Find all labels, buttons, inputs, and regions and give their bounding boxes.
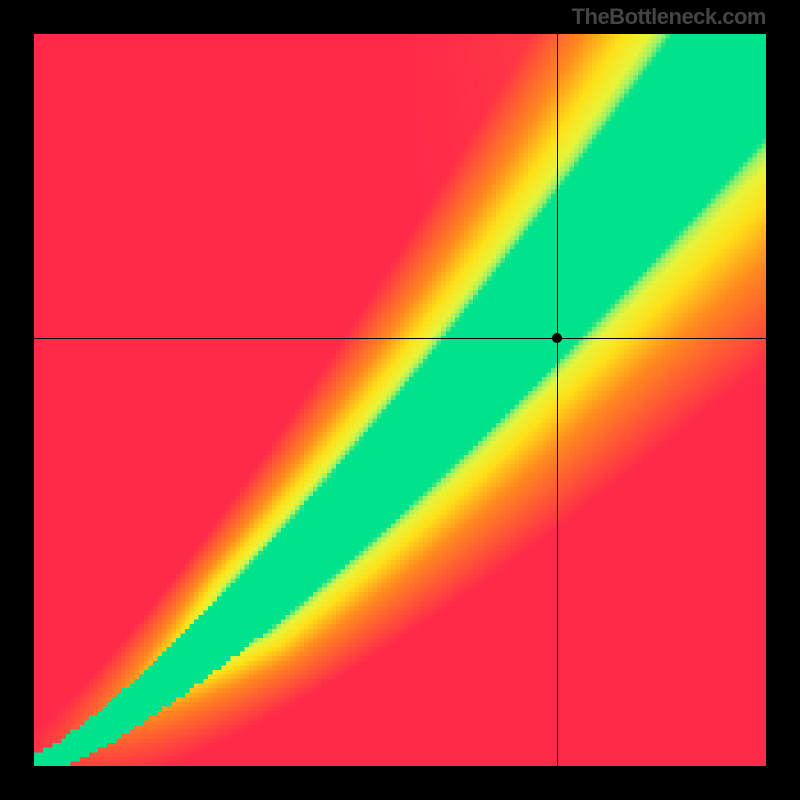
chart-container: TheBottleneck.com <box>0 0 800 800</box>
crosshair-horizontal <box>34 338 766 339</box>
heatmap-canvas <box>34 34 766 766</box>
watermark-text: TheBottleneck.com <box>572 4 766 30</box>
crosshair-vertical <box>557 34 558 766</box>
heatmap-plot <box>34 34 766 766</box>
crosshair-dot <box>552 333 562 343</box>
